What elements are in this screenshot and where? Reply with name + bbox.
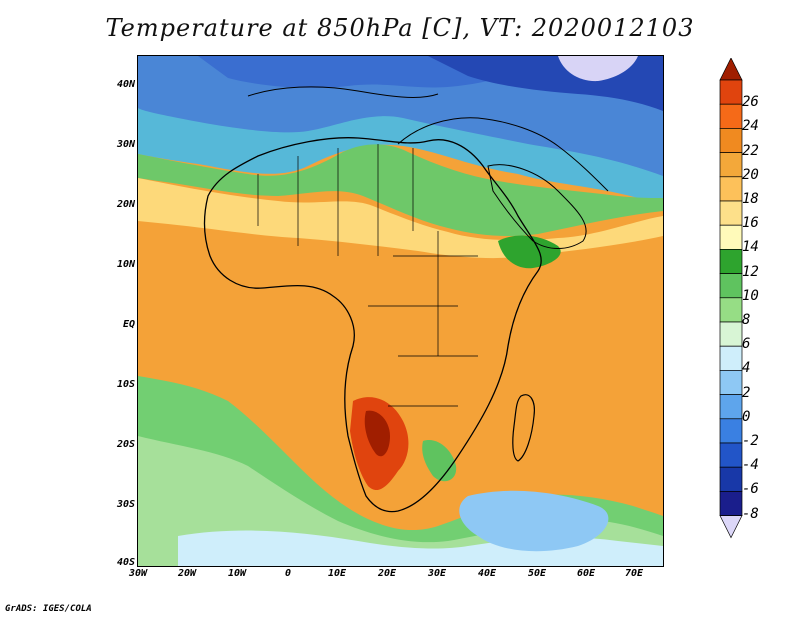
lon-label: 50E: [527, 568, 547, 579]
colorbar-label: 10: [742, 287, 759, 304]
colorbar-label: 26: [742, 94, 759, 111]
lat-label: 40S: [116, 557, 135, 568]
colorbar-label: 8: [742, 312, 751, 328]
colorbar-swatch: [719, 79, 743, 105]
colorbar-swatch: [719, 224, 743, 250]
lat-label: 30S: [116, 499, 135, 510]
colorbar-label: 14: [742, 239, 759, 256]
lon-label: 10E: [327, 568, 347, 579]
colorbar-swatch: [719, 418, 743, 444]
colorbar-swatch: [719, 466, 743, 492]
colorbar-swatch: [719, 103, 743, 129]
colorbar-label: 24: [742, 118, 759, 135]
colorbar-label: 0: [742, 408, 751, 425]
lon-label: 70E: [624, 568, 644, 579]
colorbar-swatch: [719, 273, 743, 299]
colorbar-label: 2: [742, 384, 751, 401]
colorbar-swatch: [719, 297, 743, 323]
temperature-map: [137, 55, 664, 567]
credit-text: GrADS: IGES/COLA: [5, 604, 92, 614]
colorbar-swatch: [719, 345, 743, 371]
lat-label: 10N: [116, 259, 135, 270]
colorbar-label: 12: [742, 263, 759, 280]
lon-label: 0: [284, 568, 292, 579]
colorbar-swatch: [719, 249, 743, 274]
colorbar-swatch: [719, 321, 743, 347]
colorbar-swatch: [719, 128, 743, 153]
chart-title: Temperature at 850hPa [C], VT: 202001210…: [105, 14, 695, 42]
lat-label: EQ: [122, 319, 135, 330]
lat-label: 30N: [116, 139, 135, 150]
colorbar-swatch: [719, 200, 743, 226]
colorbar-label: -8: [742, 505, 759, 522]
lon-label: 20E: [377, 568, 397, 579]
lat-label: 40N: [116, 79, 135, 90]
colorbar-label: 4: [742, 360, 751, 377]
colorbar-swatch: [719, 442, 743, 468]
lon-label: 20W: [177, 568, 197, 579]
lon-label: 30E: [427, 568, 447, 579]
colorbar-swatch: [719, 491, 743, 516]
colorbar-label: -4: [742, 457, 759, 474]
lat-label: 20S: [116, 439, 135, 450]
colorbar-swatch: [719, 176, 743, 202]
lon-label: 60E: [576, 568, 596, 579]
colorbar-label: -2: [742, 433, 759, 449]
lon-label: 40E: [477, 568, 497, 579]
temperature-colorbar: [719, 58, 743, 539]
colorbar-bottom-arrow: [719, 515, 743, 539]
lon-label: 30W: [128, 568, 148, 579]
colorbar-label: -6: [742, 481, 759, 498]
colorbar-label: 16: [742, 215, 759, 232]
colorbar-swatch: [719, 394, 743, 420]
temperature-field: [138, 56, 663, 566]
colorbar-label: 18: [742, 191, 759, 207]
colorbar-top-arrow: [719, 58, 743, 81]
colorbar-swatch: [719, 152, 743, 178]
lat-label: 20N: [116, 199, 135, 210]
lon-label: 10W: [227, 568, 247, 579]
colorbar-label: 6: [742, 336, 751, 353]
colorbar-label: 20: [742, 166, 759, 183]
colorbar-label: 22: [742, 142, 759, 159]
lat-label: 10S: [116, 379, 135, 390]
colorbar-swatch: [719, 370, 743, 395]
